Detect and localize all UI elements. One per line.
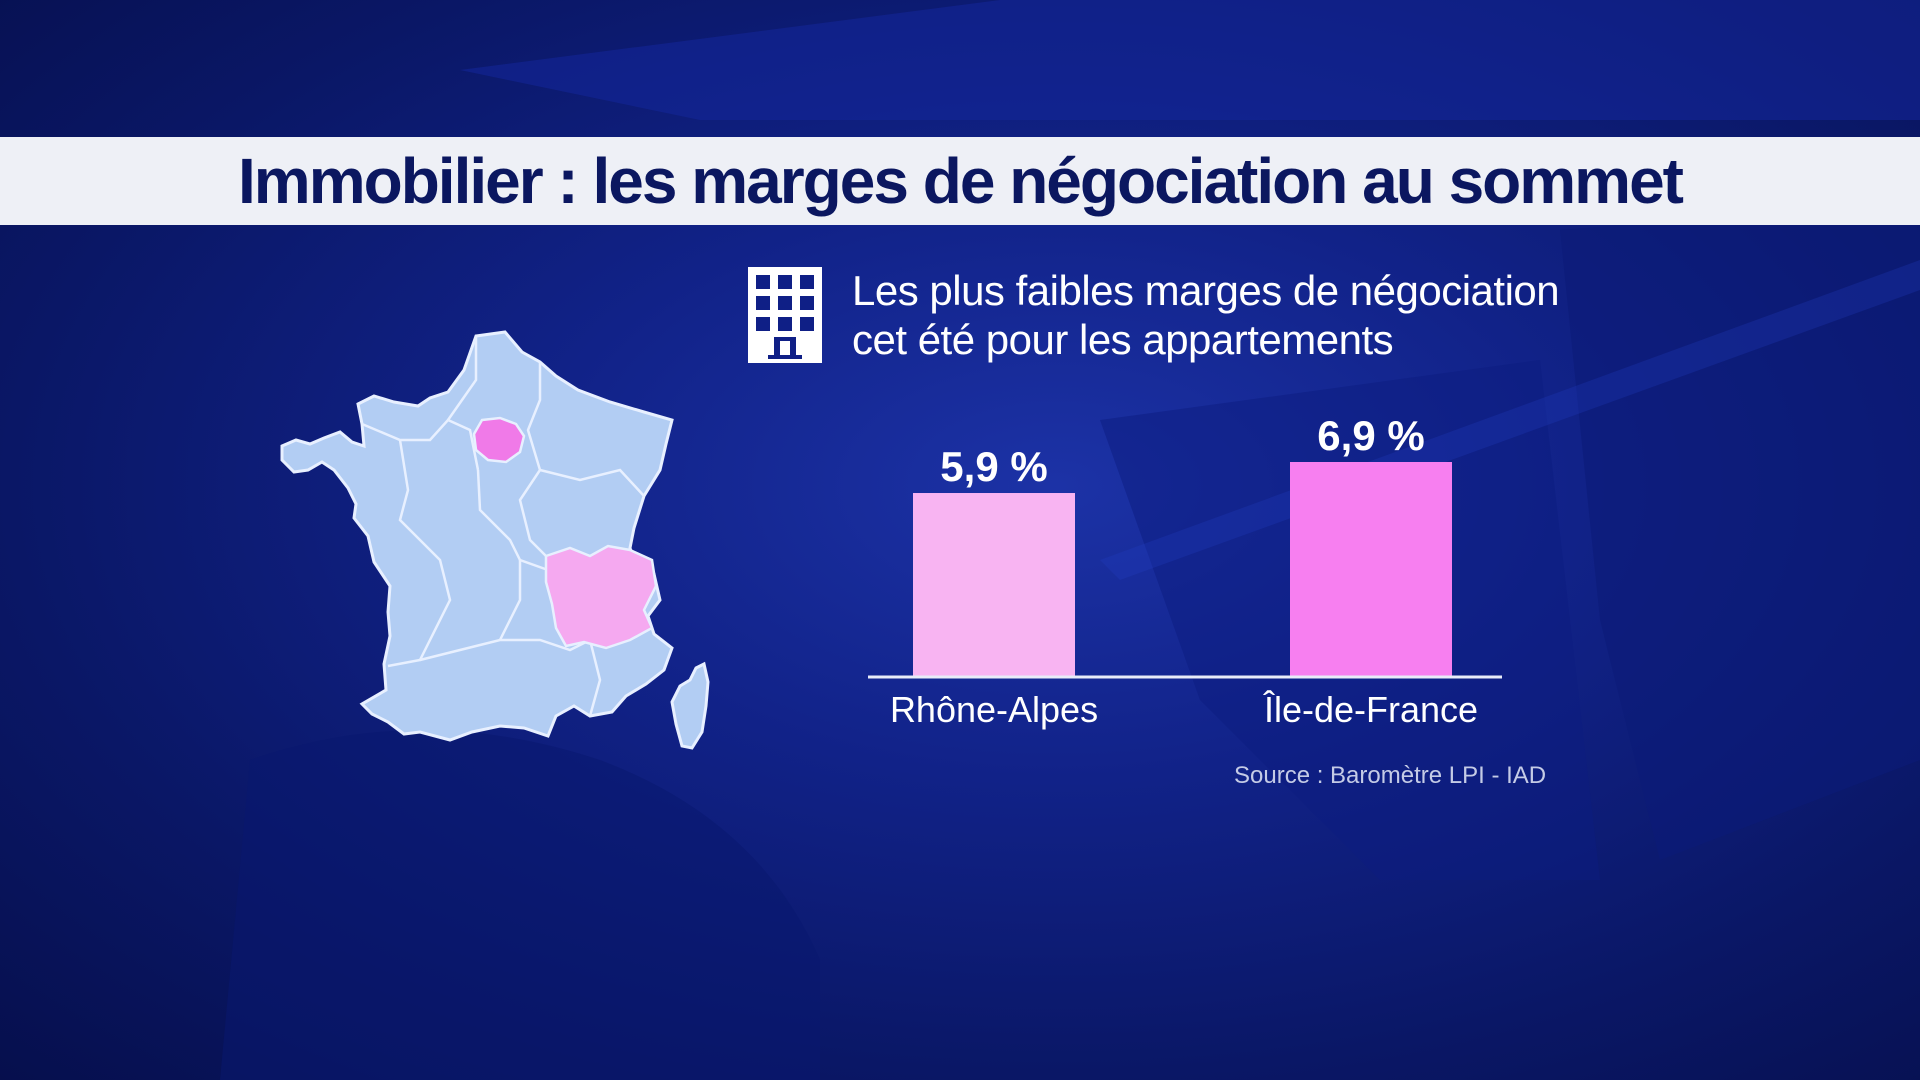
building-icon (748, 267, 822, 363)
region-border (588, 639, 602, 717)
region-border (498, 560, 522, 641)
bar-1 (1290, 462, 1452, 676)
page-title: Immobilier : les marges de négociation a… (238, 145, 1684, 217)
region-border (361, 418, 480, 471)
subtitle-line-2: cet été pour les appartements (852, 316, 1394, 363)
region-border (419, 638, 591, 662)
region-rhone-alpes (544, 544, 658, 650)
bg-shape-letter (220, 730, 820, 1080)
bg-shape-top (460, 0, 1920, 120)
corsica-outline (670, 661, 710, 750)
region-ile-de-france (472, 416, 526, 464)
title-band: Immobilier : les marges de négociation a… (0, 137, 1920, 225)
region-borders (361, 336, 645, 717)
labels-layer: 5,9 % Rhône-Alpes 6,9 % Île-de-France (890, 412, 1478, 730)
bars-layer (913, 462, 1452, 676)
category-label-0: Rhône-Alpes (890, 689, 1098, 730)
source-note: Source : Baromètre LPI - IAD (1234, 762, 1547, 789)
bar-value-label-1: 6,9 % (1317, 412, 1424, 459)
region-border (539, 468, 645, 497)
subtitle-line-1: Les plus faibles marges de négociation (852, 267, 1560, 314)
category-label-1: Île-de-France (1263, 689, 1478, 730)
region-border (387, 439, 452, 668)
chart-subtitle: Les plus faibles marges de négociation c… (852, 266, 1652, 364)
bar-value-label-0: 5,9 % (940, 443, 1047, 490)
bg-shape-right (1560, 200, 1920, 860)
region-border (446, 336, 478, 421)
bar-0 (913, 493, 1075, 676)
